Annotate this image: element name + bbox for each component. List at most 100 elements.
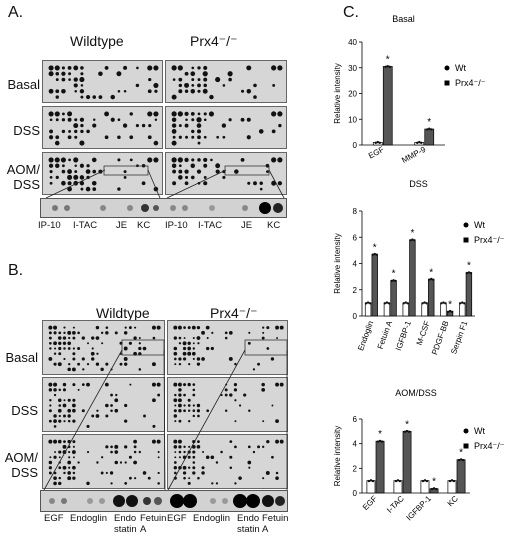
spot [187,409,191,412]
spot [91,157,97,163]
spot [58,346,62,351]
spot [123,346,128,351]
spot [246,89,252,94]
spot [203,112,207,116]
spot [110,445,113,449]
spot [182,465,187,470]
spot [156,382,161,387]
spot [277,111,283,117]
spot [151,325,156,330]
spot [72,471,76,475]
legend-marker-ko [463,237,469,243]
spot [128,455,132,459]
panel-c-letter: C. [343,4,359,21]
spot [157,393,161,397]
spot [91,347,94,350]
spot [48,388,53,392]
data-point [390,279,393,283]
spot [174,363,177,366]
spot [208,111,215,117]
spot [215,169,220,174]
spot [60,157,66,163]
panel-b-blot-spots [173,325,284,371]
spot [177,325,182,330]
panel-b-row-label-dss: DSS [11,403,38,418]
spot [183,445,186,449]
spot [53,471,57,475]
spot [58,352,62,356]
spot [192,455,196,459]
spot [271,455,274,459]
spot [191,135,195,139]
spot [98,95,103,99]
spot [53,352,57,355]
spot [61,112,65,116]
panel-b-strip-label: Endoglin [193,513,230,524]
panel-b-strip-spot [113,495,125,507]
spot [123,175,127,179]
spot [252,450,256,454]
data-point [378,439,382,443]
panel-a-blot-spots [171,65,283,100]
spot [49,181,53,185]
spot [178,450,182,454]
spot [80,84,84,87]
spot [61,71,66,76]
spot [55,71,60,76]
spot [53,476,57,481]
spot [171,117,177,123]
panel-a-strip-label: I-TAC [198,220,223,231]
spot [55,78,59,82]
spot [215,461,219,464]
panel-a-strip-spot [259,202,271,214]
spot [148,77,152,82]
spot [177,382,182,387]
spot [77,331,80,335]
spot [210,455,215,460]
spot [262,331,265,334]
spot [104,382,109,387]
spot [71,367,76,372]
spot [197,158,201,162]
data-point [469,271,473,275]
spot [58,341,62,345]
spot [196,362,201,366]
spot [133,351,137,356]
spot [86,382,90,387]
legend-label: Prx4⁻/⁻ [474,235,505,245]
data-point [416,141,419,145]
data-point [371,253,374,256]
spot [192,347,196,350]
spot [110,404,113,407]
panel-b-strip-spot [262,495,274,507]
panel-a-strip-label: KC [137,220,151,231]
spot [67,419,71,423]
panel-a-strip-spot [170,205,176,211]
spot [114,444,119,449]
spot [142,471,147,475]
panel-a-blot-membrane [165,106,287,149]
significance-star: * [429,267,433,278]
y-tick-label: 4 [353,440,358,449]
spot [105,362,109,366]
spot [178,169,183,174]
spot [55,175,59,180]
spot [178,175,183,180]
spot [262,326,265,329]
spot [178,403,182,408]
panel-a-blot-membrane [165,60,287,103]
data-point [459,302,462,305]
data-point [366,301,370,304]
spot [72,419,76,423]
significance-star: * [427,117,431,128]
data-point [440,302,443,305]
spot [81,409,85,413]
spot [185,135,189,139]
spot [53,419,57,424]
spot [53,388,57,392]
spot [117,158,121,162]
spot [203,163,208,168]
spot [229,466,233,469]
spot [73,83,78,88]
spot [49,129,54,134]
